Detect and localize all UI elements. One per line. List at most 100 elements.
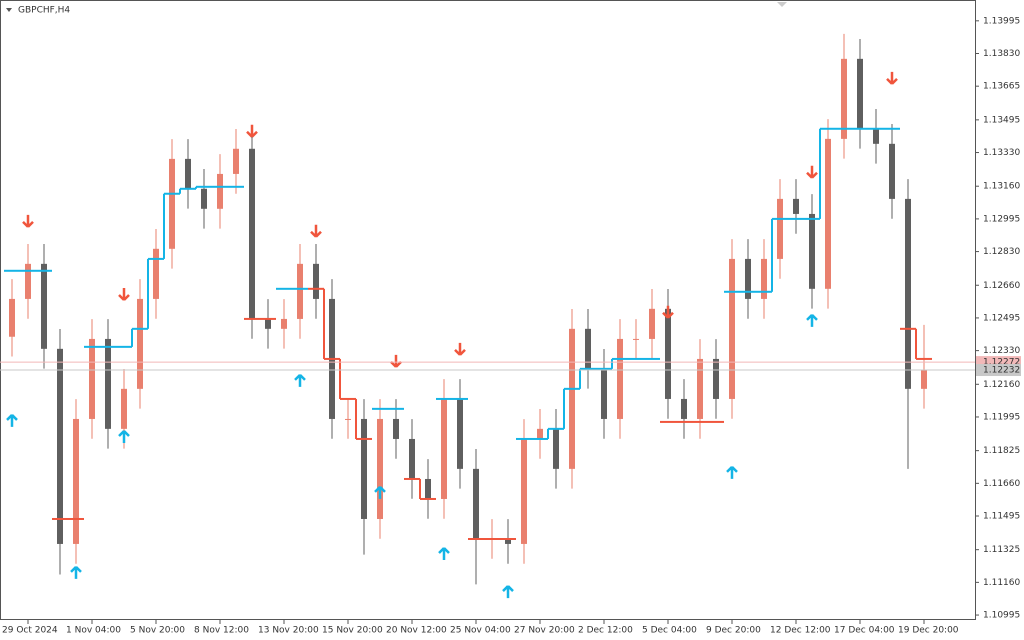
price-tag-label: 1.12232 (983, 366, 1020, 376)
candle-body (137, 298, 143, 389)
y-tick-label: 1.13330 (983, 148, 1020, 158)
buy-arrow (502, 585, 514, 599)
candle-body (41, 263, 47, 349)
y-tick-label: 1.11995 (983, 412, 1020, 422)
x-tick-label: 19 Dec 20:00 (898, 626, 959, 636)
y-tick-label: 1.12995 (983, 214, 1020, 224)
candle-body (665, 308, 671, 399)
x-tick-label: 17 Dec 04:00 (834, 626, 895, 636)
candle-body (873, 128, 879, 144)
x-tick-label: 12 Dec 12:00 (770, 626, 831, 636)
candle-body (537, 428, 543, 439)
sell-arrow (310, 224, 322, 238)
y-tick-label: 1.11495 (983, 512, 1020, 522)
candle-body (521, 438, 527, 544)
y-tick-label: 1.10995 (983, 611, 1020, 621)
y-tick-label: 1.13665 (983, 82, 1020, 92)
candle-body (169, 158, 175, 249)
candle-body (761, 258, 767, 299)
candle-body (697, 358, 703, 419)
buy-arrow (118, 430, 130, 443)
candle-body (473, 468, 479, 539)
chart-title: GBPCHF,H4 (18, 6, 70, 16)
x-tick-label: 20 Nov 12:00 (386, 626, 447, 636)
candle-body (361, 418, 367, 519)
candle-body (633, 338, 639, 340)
candle-body (793, 198, 799, 214)
buy-arrow (726, 465, 738, 479)
y-tick-label: 1.13830 (983, 49, 1020, 59)
candle-body (569, 328, 575, 469)
candle-body (553, 428, 559, 469)
candle-body (809, 213, 815, 289)
candle-body (73, 418, 79, 544)
plot-frame (0, 0, 976, 620)
price-tag (976, 364, 1021, 377)
buy-arrow (806, 314, 818, 327)
menu-icon[interactable] (6, 8, 12, 12)
candle-body (457, 398, 463, 469)
candle-body (505, 538, 511, 544)
candle-body (921, 370, 927, 389)
y-tick-label: 1.13495 (983, 115, 1020, 125)
x-tick-label: 29 Oct 2024 (2, 626, 58, 636)
candle-body (585, 328, 591, 369)
y-tick-label: 1.12830 (983, 247, 1020, 257)
y-tick-label: 1.12660 (983, 281, 1020, 291)
candle-body (25, 263, 31, 299)
candle-body (841, 58, 847, 139)
y-tick-label: 1.13160 (983, 182, 1020, 192)
sell-arrow (806, 165, 818, 179)
candle-body (601, 368, 607, 419)
candle-body (857, 58, 863, 129)
candle-body (889, 143, 895, 199)
x-tick-label: 9 Dec 20:00 (706, 626, 761, 636)
sell-arrow (246, 124, 258, 138)
x-tick-label: 5 Dec 04:00 (642, 626, 697, 636)
candle-body (297, 263, 303, 319)
candle-body (313, 263, 319, 299)
candle-body (777, 198, 783, 259)
candle-body (9, 298, 15, 337)
y-tick-label: 1.13995 (983, 16, 1020, 26)
candle-body (57, 348, 63, 544)
x-tick-label: 5 Nov 20:00 (130, 626, 185, 636)
candle-body (825, 138, 831, 289)
buy-arrow (70, 565, 82, 579)
candle-body (441, 398, 447, 499)
price-tag-label: 1.12272 (983, 358, 1020, 368)
candle-body (281, 318, 287, 329)
candle-body (729, 258, 735, 399)
candle-body (745, 258, 751, 299)
buy-arrow (294, 374, 306, 387)
buy-arrow (438, 547, 450, 561)
candle-body (617, 338, 623, 419)
y-tick-label: 1.12160 (983, 380, 1020, 390)
candle-body (345, 418, 351, 420)
sell-arrow (886, 71, 898, 85)
candle-body (377, 418, 383, 519)
candle-body (217, 173, 223, 209)
candle-body (249, 148, 255, 319)
y-tick-label: 1.11660 (983, 479, 1020, 489)
candle-body (201, 188, 207, 209)
candle-body (681, 398, 687, 419)
sell-arrow (662, 305, 674, 319)
x-tick-label: 15 Nov 20:00 (322, 626, 383, 636)
candle-body (233, 148, 239, 174)
candle-body (425, 478, 431, 499)
candle-body (409, 438, 415, 479)
candle-body (393, 418, 399, 439)
candle-body (905, 198, 911, 389)
shift-marker (777, 2, 787, 7)
candle-body (105, 338, 111, 429)
candle-body (121, 388, 127, 429)
y-tick-label: 1.12330 (983, 346, 1020, 356)
x-tick-label: 8 Nov 12:00 (194, 626, 249, 636)
x-tick-label: 27 Nov 20:00 (514, 626, 575, 636)
x-tick-label: 2 Dec 12:00 (578, 626, 633, 636)
x-tick-label: 1 Nov 04:00 (66, 626, 121, 636)
candle-body (185, 158, 191, 189)
y-tick-label: 1.11825 (983, 446, 1020, 456)
